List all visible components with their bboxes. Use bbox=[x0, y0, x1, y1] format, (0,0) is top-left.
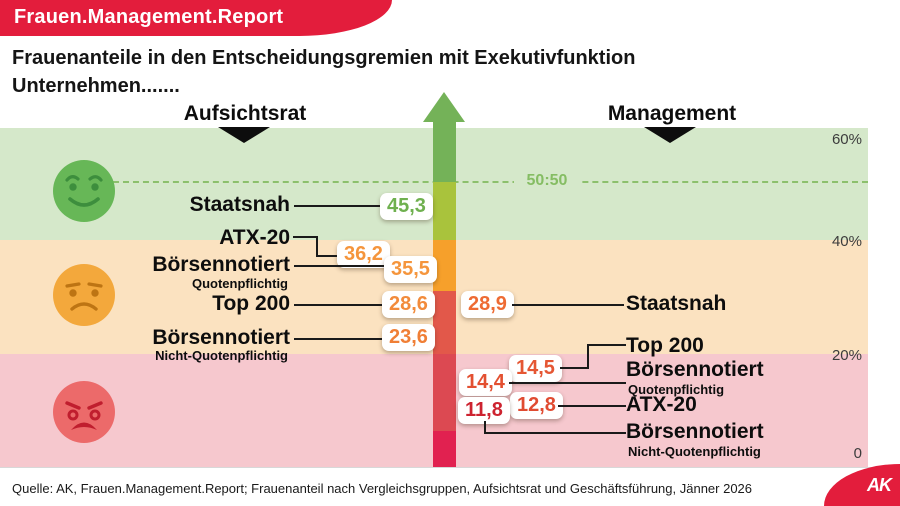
unamused-face-icon bbox=[53, 264, 115, 326]
report-banner: Frauen.Management.Report bbox=[0, 0, 392, 36]
leader-line bbox=[587, 344, 626, 346]
target-label: 50:50 bbox=[514, 172, 580, 190]
leader-line bbox=[560, 367, 589, 369]
axis-tick-60: 60% bbox=[831, 131, 862, 148]
value-badge: 14,5 bbox=[509, 355, 562, 382]
row-label: Börsennotiert bbox=[626, 358, 764, 381]
row-sublabel: Quotenpflichtig bbox=[191, 276, 288, 291]
pointer-down-icon-left bbox=[218, 127, 270, 143]
leader-line bbox=[558, 405, 626, 407]
value-badge: 28,9 bbox=[461, 291, 514, 318]
leader-line bbox=[316, 255, 338, 257]
leader-line bbox=[294, 265, 384, 267]
row-label: Top 200 bbox=[212, 292, 290, 315]
happy-face-icon bbox=[53, 160, 115, 222]
pointer-down-icon-right bbox=[644, 127, 696, 143]
footer-divider bbox=[0, 467, 900, 468]
value-badge: 35,5 bbox=[384, 256, 437, 283]
scale-arrow-up-icon bbox=[423, 92, 465, 122]
row-sublabel: Nicht-Quotenpflichtig bbox=[628, 444, 761, 459]
value-badge: 45,3 bbox=[380, 193, 433, 220]
value-badge: 11,8 bbox=[458, 397, 510, 424]
row-sublabel: Quotenpflichtig bbox=[628, 382, 725, 397]
row-label: ATX-20 bbox=[626, 393, 697, 416]
leader-line bbox=[587, 344, 589, 369]
row-label: Börsennotiert bbox=[626, 420, 764, 443]
ak-logo: AK bbox=[824, 464, 900, 506]
column-header-management: Management bbox=[607, 102, 737, 125]
leader-line bbox=[484, 432, 626, 434]
leader-line bbox=[293, 236, 318, 238]
leader-line bbox=[294, 205, 380, 207]
angry-face-icon bbox=[53, 381, 115, 443]
value-badge: 36,2 bbox=[337, 241, 390, 268]
value-badge: 28,6 bbox=[382, 291, 435, 318]
leader-line bbox=[294, 338, 382, 340]
leader-line bbox=[509, 382, 626, 384]
row-sublabel: Nicht-Quotenpflichtig bbox=[155, 348, 288, 363]
value-badge: 14,4 bbox=[459, 369, 512, 396]
banner-title: Frauen.Management.Report bbox=[14, 6, 284, 28]
row-label: Börsennotiert bbox=[152, 326, 290, 349]
leader-line bbox=[294, 304, 382, 306]
axis-tick-40: 40% bbox=[831, 233, 862, 250]
axis-tick-0: 0 bbox=[853, 445, 862, 462]
source-note: Quelle: AK, Frauen.Management.Report; Fr… bbox=[12, 481, 753, 496]
row-label: ATX-20 bbox=[219, 226, 290, 249]
row-label: Staatsnah bbox=[626, 292, 727, 315]
title-line2: Unternehmen....... bbox=[12, 75, 180, 97]
ak-logo-text: AK bbox=[867, 475, 892, 495]
leader-line bbox=[512, 304, 624, 306]
row-label: Top 200 bbox=[626, 334, 704, 357]
page-title: Frauenanteile in den Entscheidungsgremie… bbox=[12, 44, 635, 100]
title-line1: Frauenanteile in den Entscheidungsgremie… bbox=[12, 47, 636, 69]
row-label: Börsennotiert bbox=[152, 253, 290, 276]
scale-arrow-shaft bbox=[433, 120, 456, 467]
leader-line bbox=[484, 421, 486, 434]
leader-line bbox=[316, 236, 318, 257]
target-dashed-line bbox=[113, 181, 868, 183]
row-label: Staatsnah bbox=[189, 193, 290, 216]
column-header-aufsichtsrat: Aufsichtsrat bbox=[183, 102, 307, 125]
axis-tick-20: 20% bbox=[831, 347, 862, 364]
value-badge: 12,8 bbox=[510, 392, 563, 419]
value-badge: 23,6 bbox=[382, 324, 435, 351]
